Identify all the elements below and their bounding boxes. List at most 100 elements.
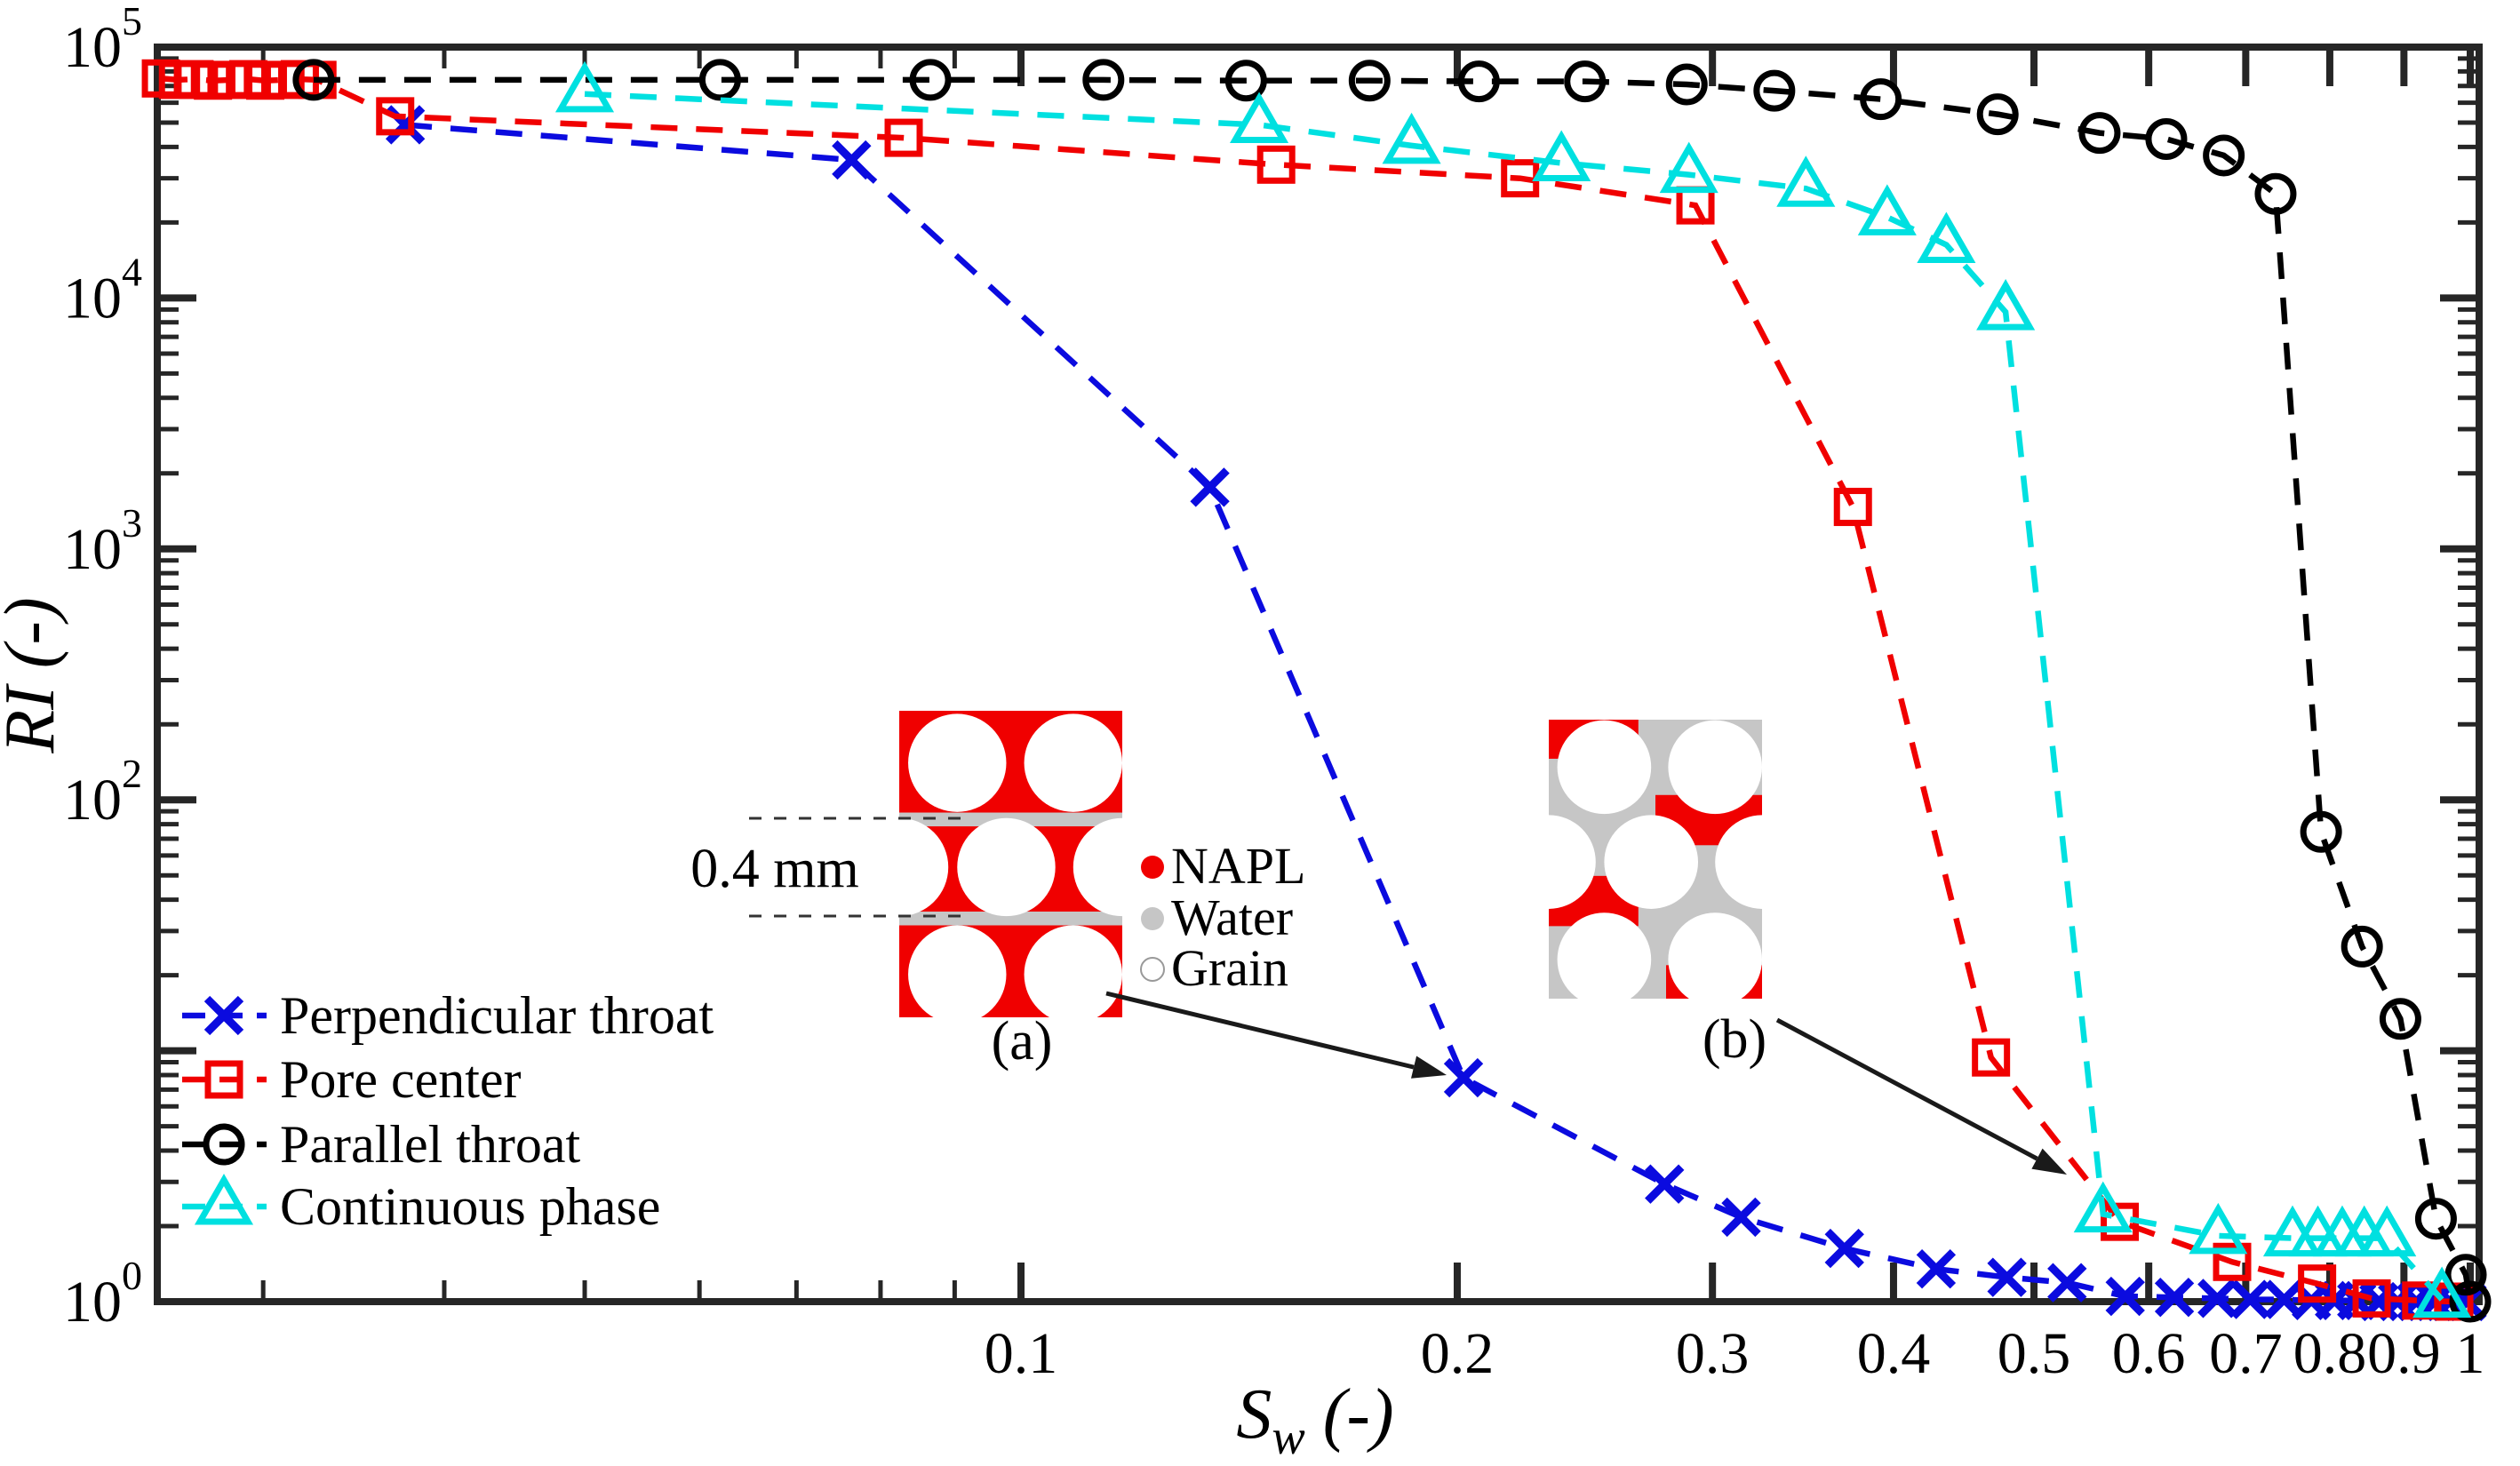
marker-x	[2105, 1276, 2145, 1317]
arrow-to-perpendicular-curve	[1105, 991, 1447, 1079]
legend-label: Pore center	[280, 1050, 522, 1109]
series-continuous-phase	[554, 60, 2472, 1319]
series-line	[160, 76, 2455, 1305]
arrow-to-tail-curves-shaft	[1775, 1017, 2038, 1161]
marker-triangle	[1976, 279, 2036, 331]
legend-label: Parallel throat	[280, 1115, 581, 1174]
plot-frame	[154, 44, 2483, 1305]
legend-label: Continuous phase	[280, 1177, 660, 1236]
x-tick-labels: 0.1 0.2 0.3 0.4 0.5 0.6 0.7 0.8 0.9 1	[985, 1321, 2485, 1386]
series-line	[584, 91, 2444, 1302]
y-tick-label-10e0: 100	[63, 1253, 142, 1335]
x-tick-label-0.1: 0.1	[985, 1321, 1058, 1386]
marker-circle	[2145, 118, 2188, 161]
marker-circle	[698, 59, 741, 101]
series-line	[313, 76, 2474, 1303]
y-tick-label-10e5: 105	[63, 0, 142, 80]
marker-circle	[1976, 93, 2019, 136]
marker-square	[2213, 1242, 2252, 1281]
marker-square	[1833, 488, 1872, 527]
marker-square	[1972, 1038, 2011, 1077]
series-line	[404, 122, 2468, 1305]
legend-label: Perpendicular throat	[280, 986, 714, 1045]
marker-x	[832, 139, 872, 180]
marker-circle	[1457, 60, 1500, 103]
inset-a	[899, 711, 1122, 1017]
marker-triangle	[2189, 1202, 2248, 1255]
marker-circle	[909, 59, 952, 101]
marker-x	[2154, 1278, 2195, 1318]
legend-item-pore-center: Pore center	[182, 1050, 522, 1109]
x-axis-title: Sw (-)	[1236, 1375, 1393, 1465]
marker-circle	[2078, 112, 2121, 155]
annotations: 0.4 mm (a) (b)	[690, 817, 1766, 1072]
marker-triangle	[1659, 141, 1719, 194]
legend-item-parallel-throat: Parallel throat	[182, 1115, 581, 1174]
arrow-to-perpendicular-curve-head-icon	[1411, 1056, 1447, 1079]
phase-key-label-napl: NAPL	[1171, 837, 1305, 895]
marker-square	[204, 1060, 243, 1099]
marker-square	[2352, 1279, 2391, 1318]
grain-circle	[1715, 815, 1762, 909]
marker-circle	[2449, 1280, 2492, 1323]
phase-key-item-napl: NAPL	[1141, 837, 1305, 895]
marker-circle	[1753, 69, 1796, 112]
water-dot-icon	[1141, 907, 1164, 930]
marker-circle	[1348, 60, 1391, 102]
y-tick-labels: 105 104 103 102 100	[63, 0, 142, 1335]
phase-key-item-grain: Grain	[1140, 939, 1288, 997]
y-axis-title: RI (-)	[0, 597, 69, 753]
grain-circle	[899, 817, 949, 917]
legend-item-continuous-phase: Continuous phase	[182, 1173, 660, 1236]
marker-x	[2047, 1263, 2087, 1303]
tick-marks	[157, 44, 2479, 1305]
marker-circle	[2341, 925, 2383, 968]
x-tick-label-0.8: 0.8	[2293, 1321, 2367, 1386]
marker-triangle	[2073, 1181, 2133, 1233]
x-tick-label-0.5: 0.5	[1998, 1321, 2071, 1386]
phase-key-label-water: Water	[1171, 888, 1293, 946]
marker-triangle	[554, 60, 615, 113]
marker-circle	[1082, 59, 1125, 101]
grain-circle	[1073, 817, 1122, 917]
marker-circle	[2444, 1254, 2487, 1296]
marker-x	[1987, 1257, 2027, 1297]
marker-triangle	[1382, 112, 1441, 164]
grain-circle	[1549, 815, 1596, 909]
marker-circle	[2414, 1198, 2457, 1240]
grain-circle	[1024, 713, 1122, 812]
inset-b	[1549, 720, 1762, 999]
x-tick-label-1: 1	[2456, 1321, 2485, 1386]
marker-circle	[203, 1123, 245, 1166]
grain-circle	[1668, 720, 1762, 815]
arrow-to-tail-curves-head-icon	[2031, 1148, 2067, 1175]
marker-x	[2230, 1279, 2270, 1319]
marker-x	[1443, 1057, 1484, 1098]
marker-circle	[2203, 134, 2245, 177]
x-tick-label-0.4: 0.4	[1857, 1321, 1931, 1386]
marker-triangle	[1857, 184, 1917, 235]
grain-circle	[1557, 720, 1652, 815]
x-tick-label-0.9: 0.9	[2367, 1321, 2441, 1386]
marker-circle	[1665, 63, 1708, 106]
marker-circle	[2379, 998, 2421, 1040]
marker-x	[1190, 467, 1230, 507]
grain-circle	[1024, 925, 1122, 1017]
marker-square	[2298, 1264, 2337, 1303]
y-tick-label-10e4: 104	[63, 249, 142, 331]
phase-key-label-grain: Grain	[1171, 939, 1288, 997]
y-tick-label-10e2: 102	[63, 751, 142, 833]
x-tick-label-0.7: 0.7	[2209, 1321, 2283, 1386]
inset-b-art	[1549, 720, 1762, 999]
marker-triangle	[1776, 155, 1836, 207]
scale-label: 0.4 mm	[690, 839, 858, 899]
grain-circle	[908, 925, 1007, 1017]
marker-x	[1916, 1249, 1957, 1289]
marker-triangle	[1532, 130, 1591, 182]
marker-circle	[1224, 60, 1267, 102]
phase-key-item-water: Water	[1141, 888, 1293, 946]
grain-circle	[1557, 912, 1652, 999]
